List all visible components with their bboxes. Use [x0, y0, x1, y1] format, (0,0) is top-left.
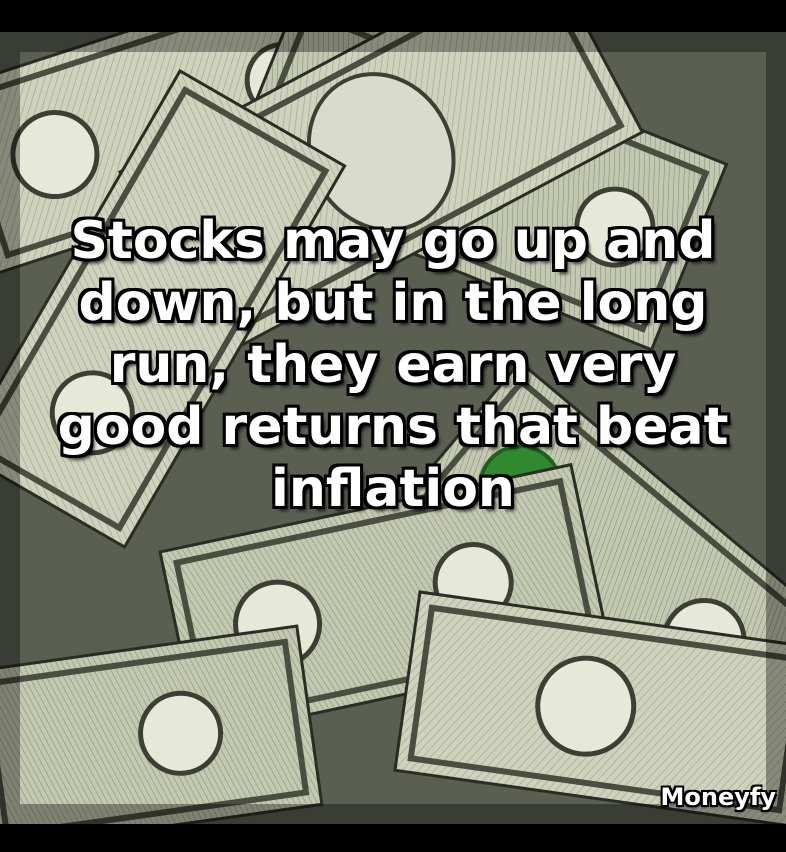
- caption-line: run, they earn very: [109, 335, 677, 395]
- caption-line: good returns that beat: [57, 397, 729, 457]
- caption-line: down, but in the long: [78, 273, 708, 333]
- brand-watermark: Moneyfy: [660, 783, 776, 811]
- bill: [393, 590, 786, 824]
- bill: [0, 624, 324, 824]
- dollar-bills-illustration: [0, 32, 786, 824]
- dollar-bills-photo: [0, 32, 786, 824]
- bill: [0, 68, 347, 550]
- caption-line: inflation: [271, 459, 515, 519]
- quote-caption: Stocks may go up and down, but in the lo…: [0, 210, 786, 520]
- caption-line: Stocks may go up and: [70, 211, 716, 271]
